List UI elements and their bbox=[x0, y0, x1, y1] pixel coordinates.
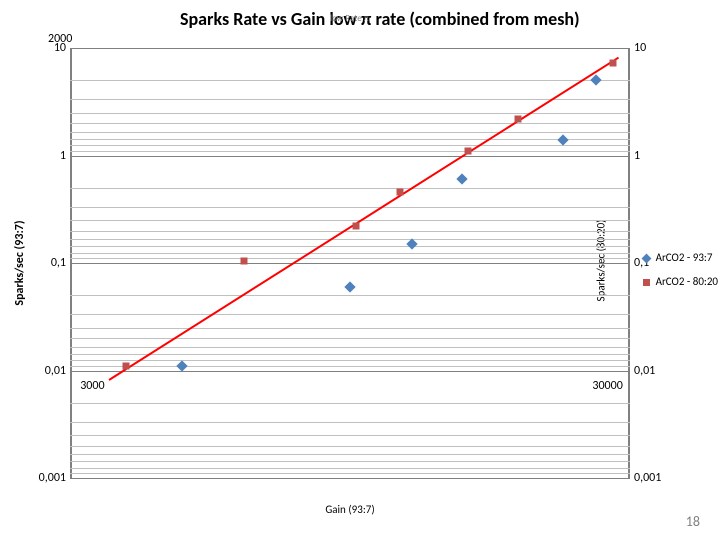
gridline-minor bbox=[70, 145, 630, 146]
gridline-minor bbox=[70, 454, 630, 455]
point-series2 bbox=[397, 189, 404, 196]
gridline-minor bbox=[70, 314, 630, 315]
trendline bbox=[109, 57, 620, 381]
gridline-minor bbox=[70, 347, 630, 348]
gridline-minor bbox=[70, 403, 630, 404]
gridline-minor bbox=[70, 207, 630, 208]
square-icon bbox=[643, 279, 650, 286]
ytick-left: 10 bbox=[54, 41, 66, 55]
gridline-minor bbox=[70, 473, 630, 474]
y-axis-left-title: Sparks/sec (93:7) bbox=[13, 220, 27, 305]
x-axis-title: Gain (93:7) bbox=[325, 503, 374, 516]
gridline-minor bbox=[70, 123, 630, 124]
chart-title: Sparks Rate vs Gain low π rate (combined… bbox=[180, 8, 580, 30]
gridline-minor bbox=[70, 360, 630, 361]
gridline-minor bbox=[70, 113, 630, 114]
point-series2 bbox=[610, 60, 617, 67]
legend-label-1: ArCO2 - 93:7 bbox=[656, 246, 713, 270]
gridline-minor bbox=[70, 354, 630, 355]
gridline-minor bbox=[70, 139, 630, 140]
point-series2 bbox=[352, 223, 359, 230]
gridline-major bbox=[70, 48, 630, 49]
page-number: 18 bbox=[686, 513, 700, 530]
gridline-minor bbox=[70, 246, 630, 247]
legend-item-series1: ArCO2 - 93:7 bbox=[643, 246, 718, 270]
plot-area: Sparks/sec (93:7) Sparks/sec (80:20) Gai… bbox=[70, 48, 630, 478]
point-series1 bbox=[456, 173, 467, 184]
gridline-minor bbox=[70, 295, 630, 296]
gridline-minor bbox=[70, 338, 630, 339]
gridline-minor bbox=[70, 80, 630, 81]
gridline-major bbox=[70, 478, 630, 479]
chart-subtitle-faint: low Rate π bbox=[330, 13, 369, 24]
gridline-minor bbox=[70, 328, 630, 329]
gridline-minor bbox=[70, 188, 630, 189]
legend-item-series2: ArCO2 - 80:20 bbox=[643, 270, 718, 294]
legend-label-2: ArCO2 - 80:20 bbox=[656, 270, 718, 294]
gridline-minor bbox=[70, 132, 630, 133]
gridline-minor bbox=[70, 220, 630, 221]
gridline-minor bbox=[70, 258, 630, 259]
point-series2 bbox=[240, 257, 247, 264]
gridline-major bbox=[70, 156, 630, 157]
legend: ArCO2 - 93:7 ArCO2 - 80:20 bbox=[643, 246, 718, 294]
ytick-left: 0,001 bbox=[39, 471, 66, 485]
gridline-major bbox=[70, 263, 630, 264]
ytick-left: 0,01 bbox=[45, 364, 66, 378]
gridline-minor bbox=[70, 151, 630, 152]
gridline-minor bbox=[70, 461, 630, 462]
ytick-right: 0,001 bbox=[634, 471, 661, 485]
point-series1 bbox=[591, 75, 602, 86]
x-inner-label: 3000 bbox=[80, 379, 104, 393]
ytick-right: 1 bbox=[634, 149, 640, 163]
y-axis-right-title: Sparks/sec (80:20) bbox=[594, 220, 607, 302]
gridline-minor bbox=[70, 231, 630, 232]
ytick-left: 0,1 bbox=[51, 256, 66, 270]
gridline-minor bbox=[70, 253, 630, 254]
gridline-minor bbox=[70, 99, 630, 100]
point-series2 bbox=[515, 115, 522, 122]
point-series2 bbox=[123, 363, 130, 370]
gridline-minor bbox=[70, 366, 630, 367]
point-series2 bbox=[464, 148, 471, 155]
point-series1 bbox=[344, 281, 355, 292]
ytick-right: 10 bbox=[634, 41, 646, 55]
ytick-right: 0,01 bbox=[634, 364, 655, 378]
gridline-minor bbox=[70, 446, 630, 447]
diamond-icon bbox=[641, 253, 651, 263]
gridline-minor bbox=[70, 468, 630, 469]
gridline-major bbox=[70, 371, 630, 372]
x-inner-label: 30000 bbox=[592, 379, 622, 393]
gridline-minor bbox=[70, 435, 630, 436]
ytick-left: 1 bbox=[60, 149, 66, 163]
gridline-minor bbox=[70, 422, 630, 423]
gridline-minor bbox=[70, 239, 630, 240]
